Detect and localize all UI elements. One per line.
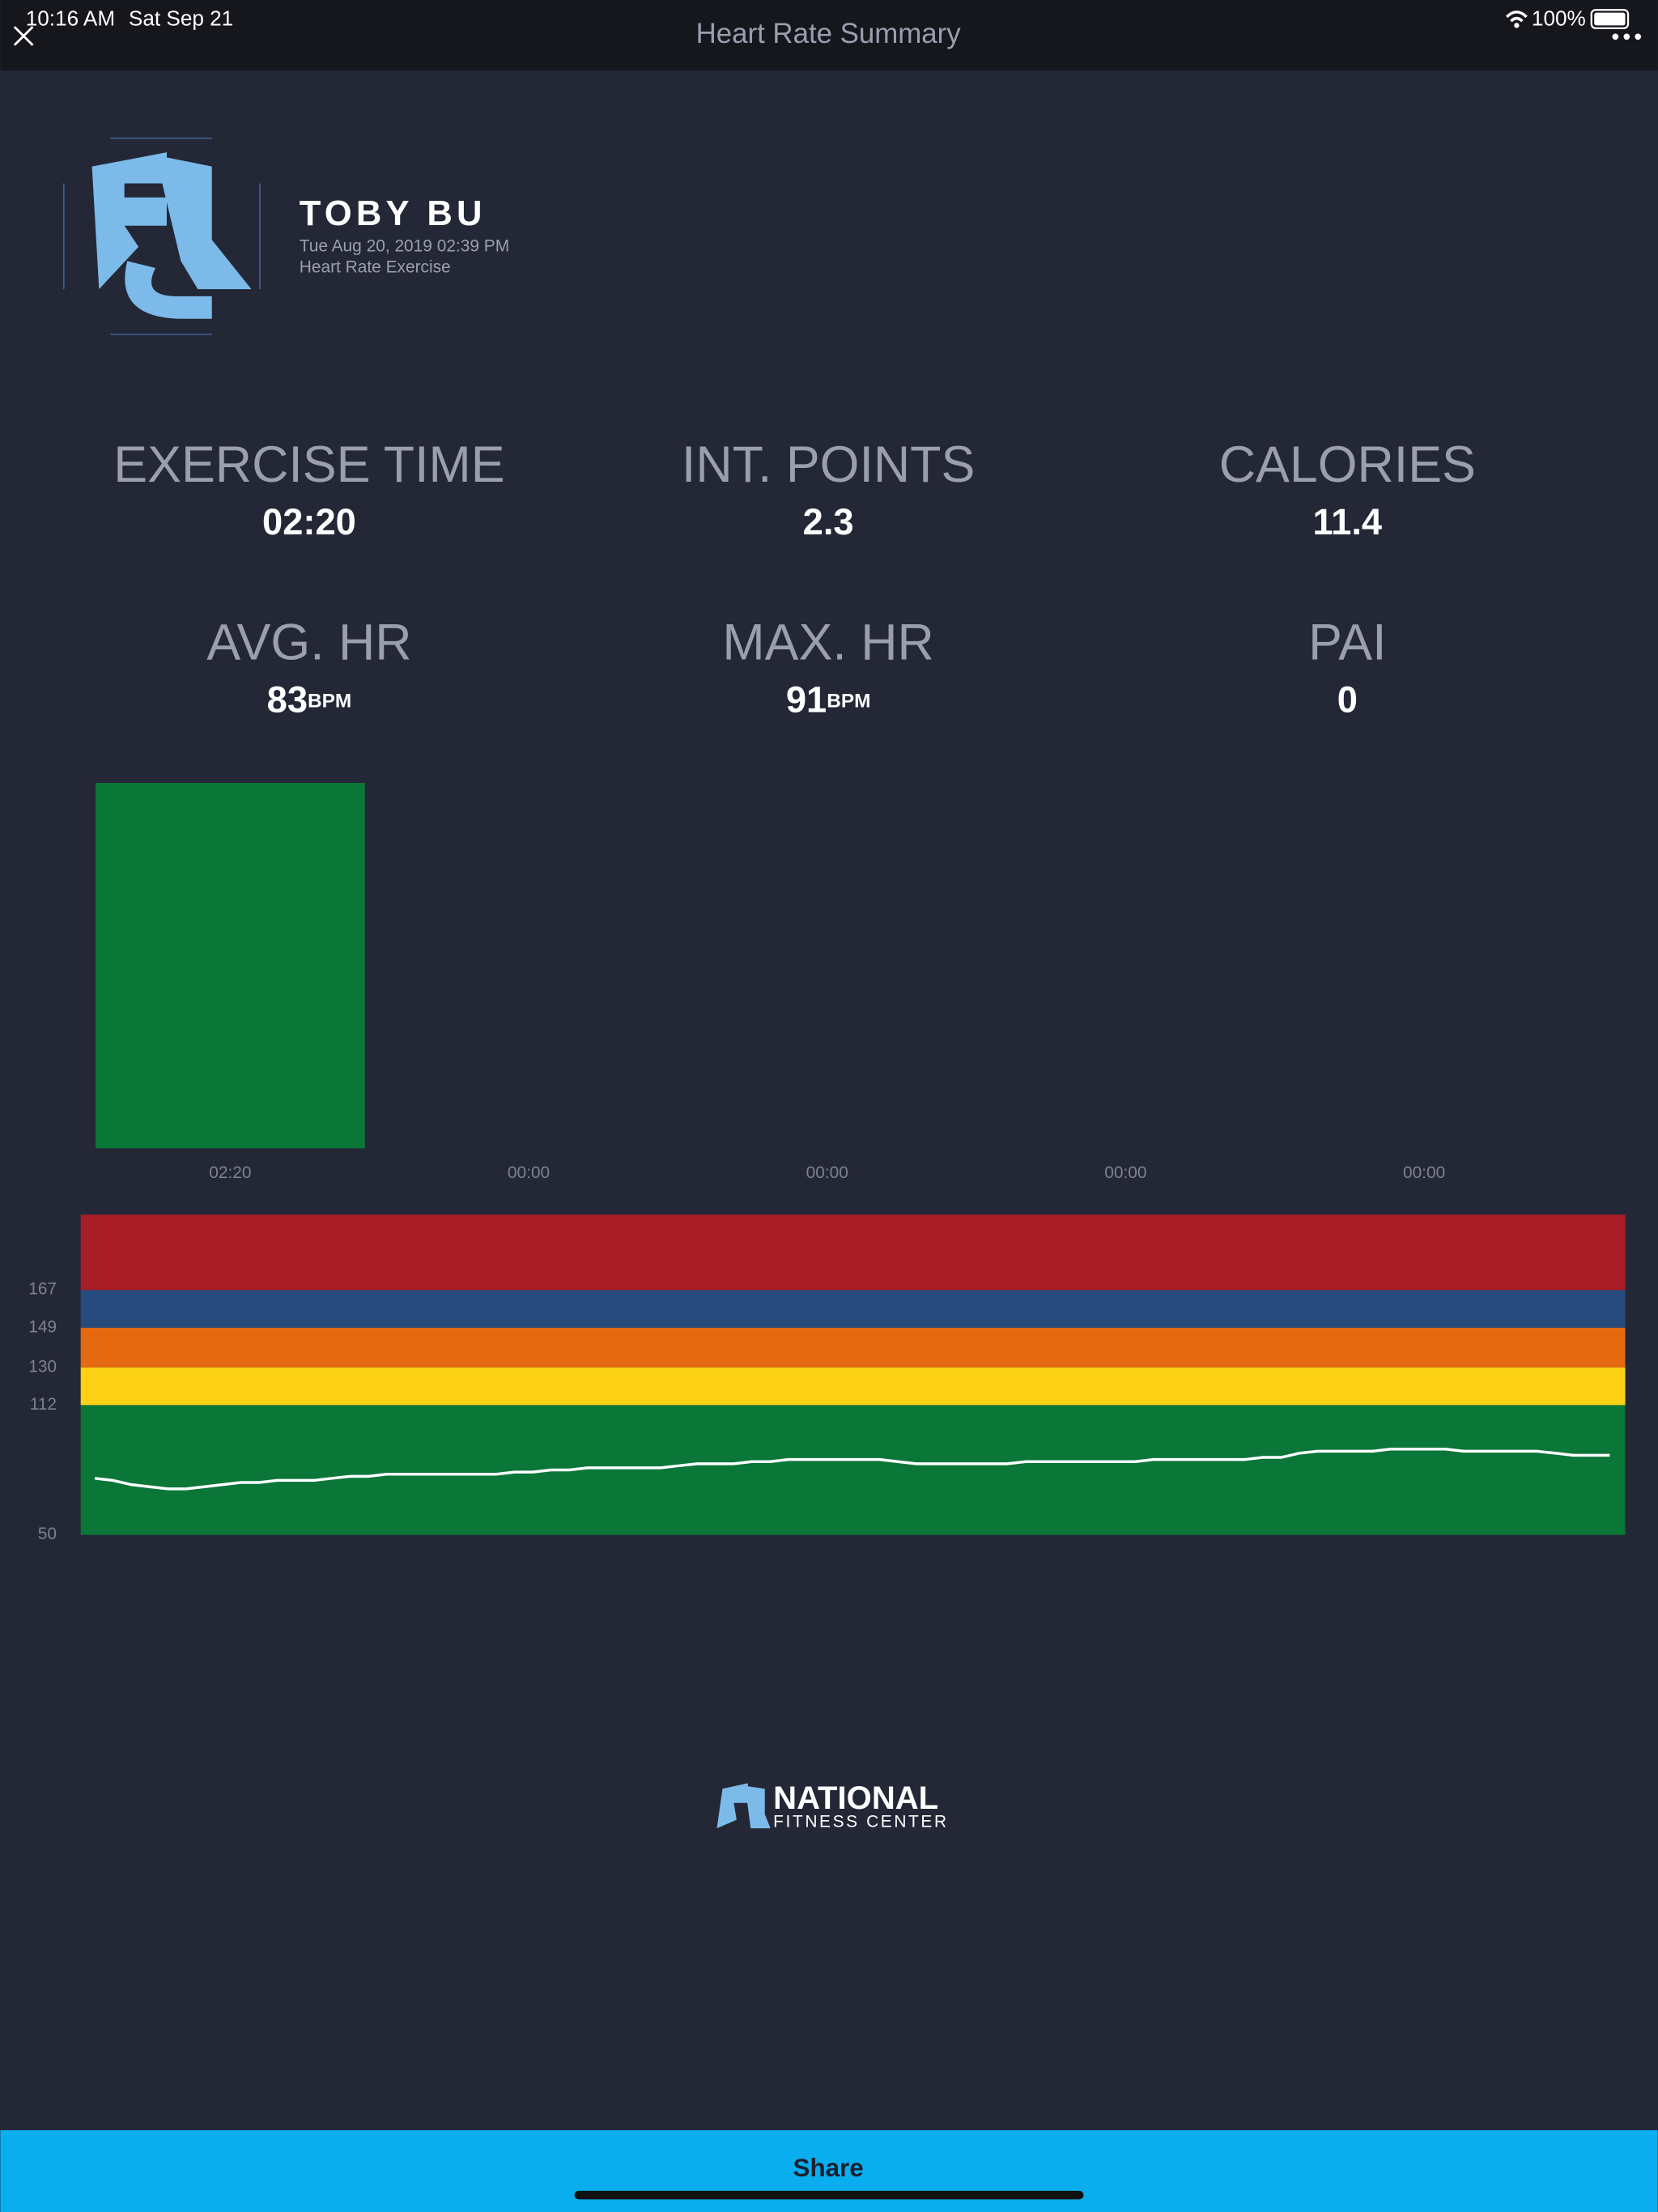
brand-sub: FITNESS CENTER	[773, 1813, 949, 1831]
hr-zone-band	[80, 1367, 1626, 1406]
close-button[interactable]	[13, 26, 34, 46]
hr-zone-band	[80, 1214, 1626, 1291]
stat-label: CALORIES	[1219, 436, 1476, 493]
hr-zone-band	[80, 1405, 1626, 1535]
y-tick-label: 149	[28, 1317, 57, 1336]
stat-label: MAX. HR	[722, 615, 933, 671]
stat-label: PAI	[1308, 615, 1386, 671]
y-tick-label: 167	[28, 1280, 57, 1299]
zone-bar	[95, 783, 365, 1149]
stat-label: EXERCISE TIME	[113, 436, 504, 493]
hr-line	[94, 1447, 1610, 1491]
bar-label: 02:20	[209, 1163, 251, 1182]
battery-percent: 100%	[1532, 6, 1586, 30]
battery-icon	[1590, 9, 1630, 29]
battery-fill	[1594, 12, 1626, 26]
stat-value: 91BPM	[786, 679, 871, 721]
status-date: Sat Sep 21	[129, 6, 233, 30]
bar-label: 00:00	[806, 1163, 848, 1182]
stat-value-number: 11.4	[1312, 501, 1382, 542]
stat-value-number: 02:20	[262, 501, 356, 542]
wifi-icon	[1505, 11, 1528, 23]
avatar-logo	[62, 137, 261, 335]
stat-label: AVG. HR	[206, 615, 411, 671]
y-tick-label: 112	[30, 1395, 57, 1414]
footer-logo	[716, 1783, 771, 1829]
hr-zone-band	[80, 1290, 1626, 1328]
stat-value: 2.3	[803, 501, 854, 542]
hr-zone-band	[80, 1327, 1626, 1368]
profile-name: TOBY BU	[300, 194, 487, 233]
page-title: Heart Rate Summary	[696, 18, 962, 49]
share-label[interactable]: Share	[793, 2154, 864, 2182]
stat-value-number: 0	[1337, 679, 1358, 721]
status-time: 10:16 AM	[26, 6, 115, 30]
status-bar	[0, 0, 1658, 71]
stat-unit: BPM	[827, 691, 870, 713]
stat-value: 0	[1337, 679, 1358, 721]
more-button[interactable]	[1612, 33, 1642, 40]
stat-value: 11.4	[1312, 501, 1382, 542]
profile-activity: Heart Rate Exercise	[300, 258, 451, 277]
profile-datetime: Tue Aug 20, 2019 02:39 PM	[300, 236, 509, 255]
wifi-dot	[1514, 23, 1520, 28]
stat-label: INT. POINTS	[682, 436, 975, 493]
brand-name: NATIONAL	[773, 1780, 938, 1816]
bar-label: 00:00	[1403, 1163, 1445, 1182]
home-indicator	[574, 2190, 1084, 2200]
stat-unit: BPM	[308, 691, 351, 713]
stat-value-number: 91	[786, 679, 827, 721]
stat-value: 83BPM	[267, 679, 352, 721]
y-tick-label: 50	[38, 1525, 57, 1543]
stat-value-number: 83	[267, 679, 308, 721]
y-tick-label: 130	[28, 1357, 57, 1376]
stat-value-number: 2.3	[803, 501, 854, 542]
bar-label: 00:00	[1104, 1163, 1146, 1182]
stat-value: 02:20	[262, 501, 356, 542]
bar-label: 00:00	[508, 1163, 550, 1182]
